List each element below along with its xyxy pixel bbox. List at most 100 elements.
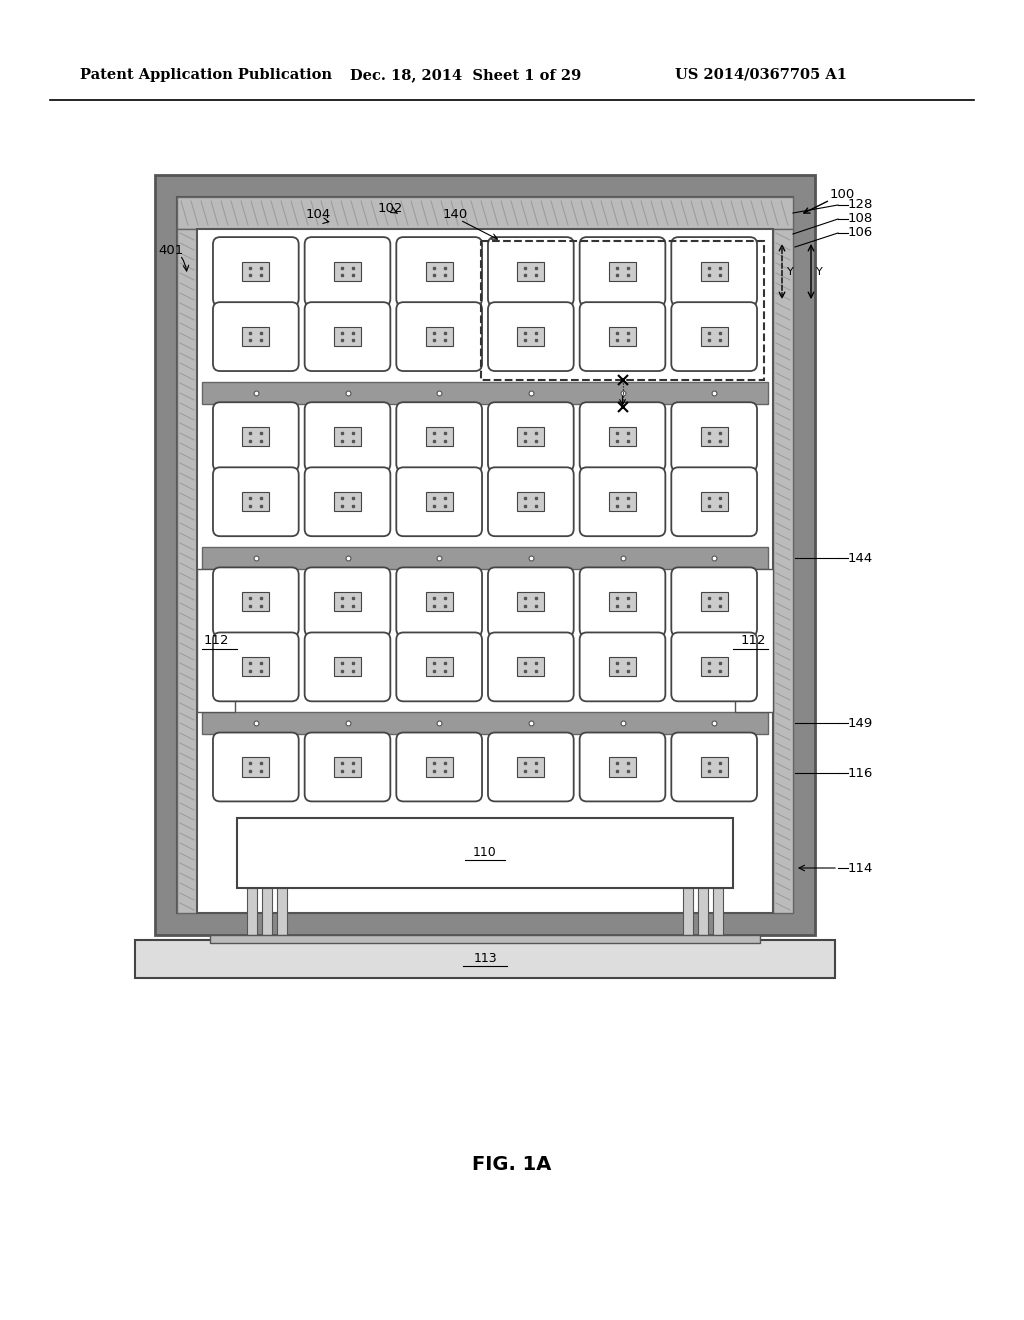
FancyBboxPatch shape bbox=[672, 632, 757, 701]
Bar bbox=[243, 428, 269, 446]
Bar bbox=[243, 593, 269, 611]
Text: 401: 401 bbox=[158, 243, 183, 256]
Bar bbox=[210, 935, 760, 942]
Bar bbox=[609, 758, 636, 776]
FancyBboxPatch shape bbox=[580, 302, 666, 371]
FancyBboxPatch shape bbox=[580, 403, 666, 471]
Bar bbox=[609, 492, 636, 511]
Text: 149: 149 bbox=[848, 717, 873, 730]
Bar bbox=[202, 548, 768, 569]
Bar bbox=[426, 327, 453, 346]
Bar bbox=[700, 261, 728, 281]
Bar bbox=[773, 228, 793, 913]
FancyBboxPatch shape bbox=[672, 568, 757, 636]
Bar bbox=[237, 818, 733, 888]
FancyBboxPatch shape bbox=[396, 733, 482, 801]
Bar bbox=[243, 327, 269, 346]
Bar bbox=[517, 261, 545, 281]
Bar bbox=[334, 428, 361, 446]
Text: 104: 104 bbox=[305, 209, 331, 222]
Bar bbox=[698, 888, 708, 935]
Bar bbox=[426, 593, 453, 611]
FancyBboxPatch shape bbox=[672, 302, 757, 371]
Text: 113: 113 bbox=[473, 953, 497, 965]
FancyBboxPatch shape bbox=[580, 238, 666, 306]
FancyBboxPatch shape bbox=[396, 568, 482, 636]
Text: 112: 112 bbox=[740, 635, 766, 647]
Text: 106: 106 bbox=[848, 227, 873, 239]
Text: US 2014/0367705 A1: US 2014/0367705 A1 bbox=[675, 69, 847, 82]
Text: 102: 102 bbox=[377, 202, 402, 214]
Bar bbox=[243, 492, 269, 511]
Bar bbox=[700, 657, 728, 676]
Text: 114: 114 bbox=[848, 862, 873, 874]
FancyBboxPatch shape bbox=[488, 467, 573, 536]
Bar bbox=[262, 888, 272, 935]
FancyBboxPatch shape bbox=[488, 568, 573, 636]
Text: FIG. 1A: FIG. 1A bbox=[472, 1155, 552, 1175]
FancyBboxPatch shape bbox=[305, 632, 390, 701]
Bar bbox=[334, 593, 361, 611]
Text: 140: 140 bbox=[442, 209, 468, 222]
Bar bbox=[243, 657, 269, 676]
Bar bbox=[609, 261, 636, 281]
Bar bbox=[517, 758, 545, 776]
Bar bbox=[735, 569, 773, 713]
FancyBboxPatch shape bbox=[580, 467, 666, 536]
FancyBboxPatch shape bbox=[213, 467, 299, 536]
Bar bbox=[197, 228, 773, 913]
FancyBboxPatch shape bbox=[213, 238, 299, 306]
FancyBboxPatch shape bbox=[488, 302, 573, 371]
Bar bbox=[247, 888, 257, 935]
Bar bbox=[700, 327, 728, 346]
Bar bbox=[177, 228, 197, 913]
FancyBboxPatch shape bbox=[305, 733, 390, 801]
FancyBboxPatch shape bbox=[213, 733, 299, 801]
Bar bbox=[517, 428, 545, 446]
Bar bbox=[700, 758, 728, 776]
Bar bbox=[426, 657, 453, 676]
Bar bbox=[517, 327, 545, 346]
Text: 100: 100 bbox=[830, 189, 855, 202]
Text: 108: 108 bbox=[848, 213, 873, 226]
Bar bbox=[609, 327, 636, 346]
Bar bbox=[155, 176, 815, 935]
FancyBboxPatch shape bbox=[396, 302, 482, 371]
Bar bbox=[700, 492, 728, 511]
FancyBboxPatch shape bbox=[672, 733, 757, 801]
Bar bbox=[334, 261, 361, 281]
Bar bbox=[202, 713, 768, 734]
Bar bbox=[426, 428, 453, 446]
Bar bbox=[243, 261, 269, 281]
Bar bbox=[177, 197, 793, 913]
FancyBboxPatch shape bbox=[396, 632, 482, 701]
Bar bbox=[609, 428, 636, 446]
Bar bbox=[481, 242, 764, 380]
Bar bbox=[700, 593, 728, 611]
Bar bbox=[517, 657, 545, 676]
Bar bbox=[334, 327, 361, 346]
FancyBboxPatch shape bbox=[396, 403, 482, 471]
Text: Y: Y bbox=[787, 267, 794, 276]
Bar bbox=[334, 492, 361, 511]
Bar bbox=[135, 940, 835, 978]
Text: 116: 116 bbox=[848, 767, 873, 780]
FancyBboxPatch shape bbox=[213, 632, 299, 701]
Bar bbox=[517, 593, 545, 611]
FancyBboxPatch shape bbox=[305, 467, 390, 536]
Text: 110: 110 bbox=[473, 846, 497, 859]
FancyBboxPatch shape bbox=[580, 733, 666, 801]
FancyBboxPatch shape bbox=[213, 403, 299, 471]
FancyBboxPatch shape bbox=[305, 568, 390, 636]
FancyBboxPatch shape bbox=[305, 403, 390, 471]
FancyBboxPatch shape bbox=[396, 467, 482, 536]
Bar bbox=[278, 888, 287, 935]
FancyBboxPatch shape bbox=[305, 238, 390, 306]
Text: Dec. 18, 2014  Sheet 1 of 29: Dec. 18, 2014 Sheet 1 of 29 bbox=[350, 69, 582, 82]
Bar bbox=[426, 261, 453, 281]
Bar bbox=[202, 383, 768, 404]
Bar bbox=[334, 657, 361, 676]
Bar bbox=[334, 758, 361, 776]
FancyBboxPatch shape bbox=[488, 632, 573, 701]
FancyBboxPatch shape bbox=[580, 568, 666, 636]
